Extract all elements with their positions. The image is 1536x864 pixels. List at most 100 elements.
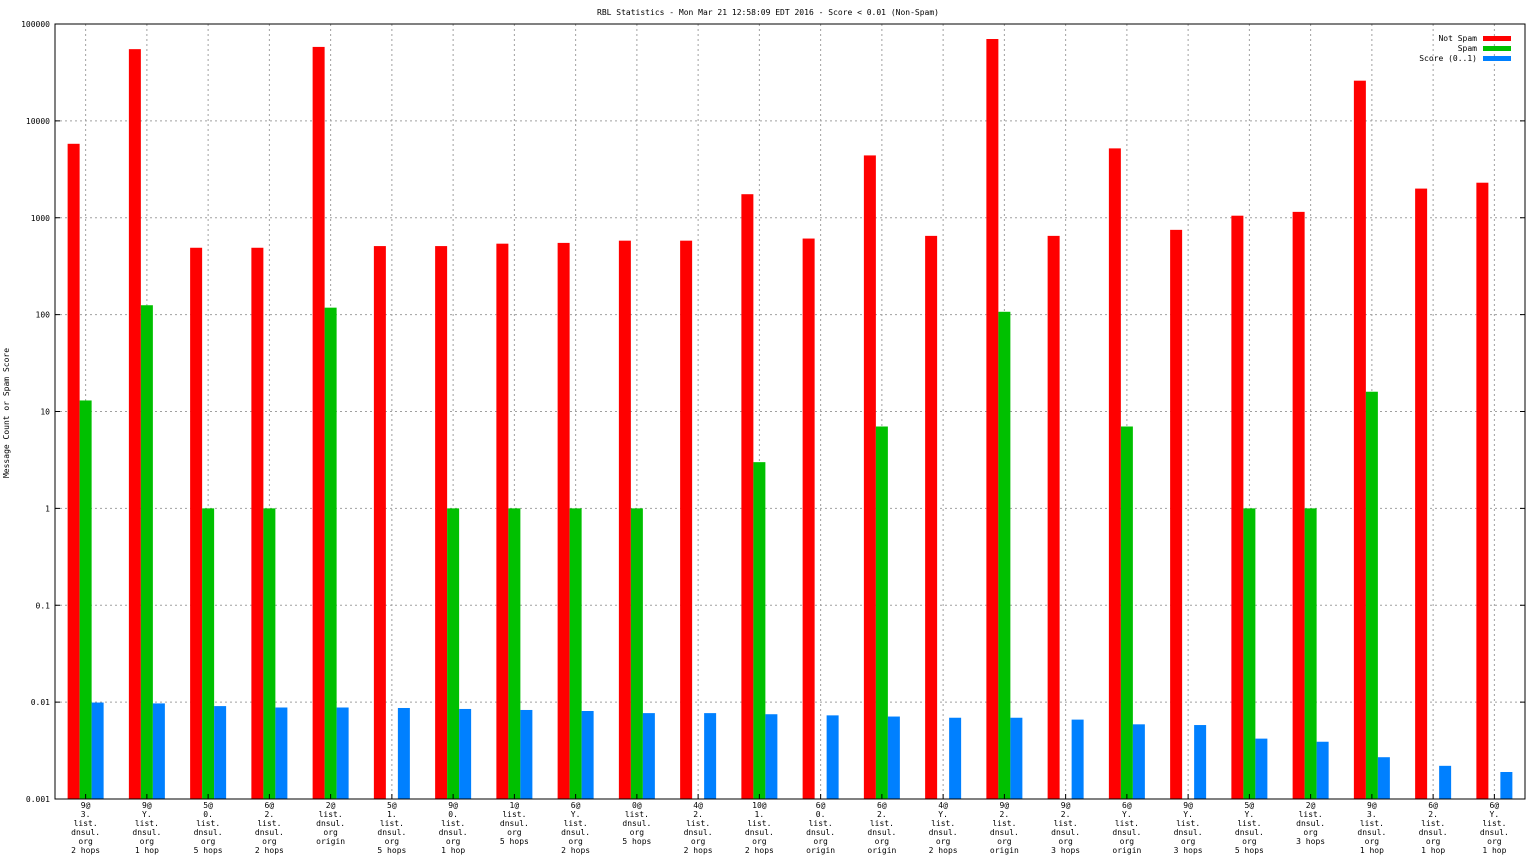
spam-bar — [79, 400, 92, 799]
y-tick-label: 0.1 — [36, 601, 51, 610]
spam-bar — [1365, 391, 1378, 799]
x-tick-label-line: dnsul. — [1112, 828, 1141, 837]
spam-bar — [569, 508, 582, 799]
x-tick-label-line: org — [875, 837, 890, 846]
x-tick-label-line: 2 hops — [929, 846, 958, 855]
x-tick-label-line: 5 hops — [194, 846, 223, 855]
x-tick-label-line: 9@ — [1061, 801, 1071, 810]
x-tick-label-line: org — [813, 837, 828, 846]
x-tick-label-line: org — [1487, 837, 1502, 846]
not-spam-bar — [435, 246, 448, 800]
x-tick-label-line: dnsul. — [867, 828, 896, 837]
chart-title: RBL Statistics - Mon Mar 21 12:58:09 EDT… — [597, 8, 939, 17]
x-tick-label-line: org — [507, 828, 522, 837]
x-tick-label-line: 3 hops — [1296, 837, 1325, 846]
not-spam-bar — [1476, 182, 1489, 799]
spam-bar — [447, 508, 460, 799]
x-tick-label-line: dnsul. — [1419, 828, 1448, 837]
x-tick-label-line: Y. — [938, 810, 948, 819]
score-bar — [1010, 717, 1023, 799]
x-tick-label-line: org — [1058, 837, 1073, 846]
legend-swatch — [1483, 36, 1511, 41]
x-tick-label-line: list. — [257, 819, 281, 828]
x-tick-label-line: 0@ — [632, 801, 642, 810]
score-bar — [887, 716, 900, 799]
x-tick-label-line: list. — [74, 819, 98, 828]
x-tick-label-line: list. — [747, 819, 771, 828]
score-bar — [520, 709, 533, 799]
not-spam-bar — [312, 46, 325, 800]
x-tick-label-line: list. — [135, 819, 159, 828]
x-tick-label-line: 6@ — [816, 801, 826, 810]
x-tick-label-line: 2. — [1000, 810, 1010, 819]
y-tick-label: 1000 — [31, 214, 50, 223]
spam-bar — [1243, 508, 1256, 799]
x-tick-label-line: 2. — [877, 810, 887, 819]
not-spam-bar — [190, 247, 203, 799]
x-tick-label-line: 5 hops — [1235, 846, 1264, 855]
x-tick-label-line: origin — [316, 837, 345, 846]
not-spam-bar — [1353, 80, 1366, 800]
x-tick-label-line: dnsul. — [1174, 828, 1203, 837]
x-tick-label-line: 6@ — [571, 801, 581, 810]
not-spam-bar — [1047, 235, 1060, 799]
x-tick-label-line: list. — [1237, 819, 1261, 828]
x-tick-label-line: Y. — [571, 810, 581, 819]
score-bar — [1071, 719, 1084, 799]
x-tick-label-line: list. — [1054, 819, 1078, 828]
x-tick-label-line: org — [752, 837, 767, 846]
not-spam-bar — [863, 155, 876, 799]
x-tick-label-line: 2@ — [326, 801, 336, 810]
x-tick-label-line: 5@ — [1245, 801, 1255, 810]
x-tick-label-line: list. — [1299, 810, 1323, 819]
x-tick-label-line: 10@ — [752, 801, 767, 810]
score-bar — [581, 710, 594, 799]
score-bar — [1194, 725, 1207, 799]
y-tick-label: 10 — [40, 408, 50, 417]
x-tick-label-line: list. — [992, 819, 1016, 828]
x-tick-label-line: 3 hops — [1051, 846, 1080, 855]
x-tick-label-line: list. — [809, 819, 833, 828]
not-spam-bar — [618, 240, 631, 799]
score-bar — [826, 715, 839, 799]
spam-bar — [753, 462, 766, 799]
x-tick-label-line: dnsul. — [745, 828, 774, 837]
x-tick-label-line: org — [140, 837, 155, 846]
x-tick-label-line: 3. — [81, 810, 91, 819]
spam-bar — [1120, 426, 1133, 799]
spam-bar — [140, 305, 153, 799]
x-tick-label-line: 0. — [816, 810, 826, 819]
x-tick-label-line: 2. — [693, 810, 703, 819]
not-spam-bar — [986, 39, 999, 800]
spam-bar — [508, 508, 521, 799]
x-tick-label-line: 5 hops — [622, 837, 651, 846]
score-bar — [642, 713, 655, 799]
x-tick-label-line: 9@ — [1183, 801, 1193, 810]
y-axis-label: Message Count or Spam Score — [2, 348, 11, 478]
x-tick-label-line: list. — [380, 819, 404, 828]
x-tick-label-line: 3 hops — [1174, 846, 1203, 855]
x-tick-label-line: Y. — [1122, 810, 1132, 819]
not-spam-bar — [741, 194, 754, 799]
x-tick-label-line: 2 hops — [561, 846, 590, 855]
y-tick-label: 0.01 — [31, 698, 50, 707]
x-tick-label-line: org — [630, 828, 645, 837]
spam-bar — [630, 508, 643, 799]
x-tick-label-line: dnsul. — [194, 828, 223, 837]
x-tick-label-line: dnsul. — [132, 828, 161, 837]
x-tick-label-line: 1 hop — [1360, 846, 1384, 855]
x-tick-label-line: 1 hop — [135, 846, 159, 855]
not-spam-bar — [128, 49, 141, 800]
x-tick-label-line: origin — [867, 846, 896, 855]
